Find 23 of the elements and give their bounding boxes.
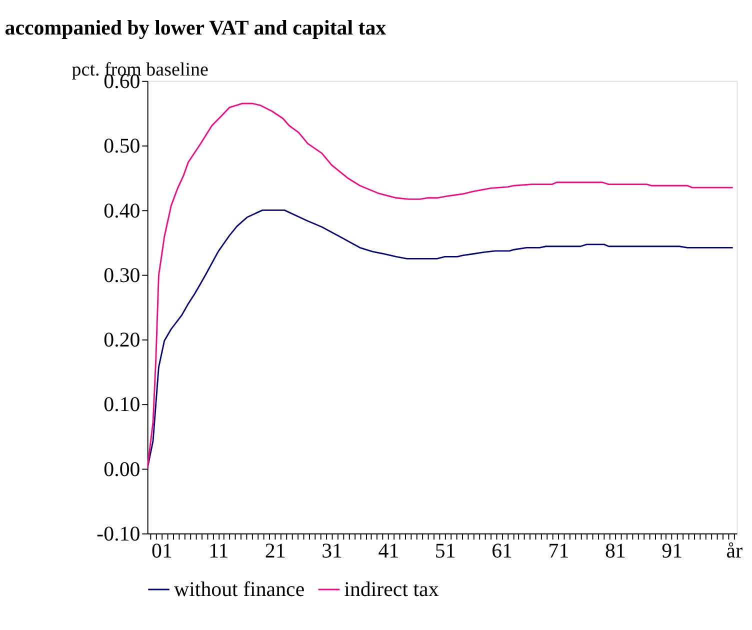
y-tick-label: 0.50 [104, 134, 140, 158]
line-series [147, 102, 734, 470]
x-tick-label: 51 [434, 538, 456, 563]
x-tick-label: 81 [604, 538, 626, 563]
x-tick-label: 61 [492, 538, 513, 563]
x-tick-label: 21 [264, 538, 286, 563]
y-tick-label: 0.30 [104, 262, 140, 287]
x-tick-label: 01 [152, 538, 172, 563]
x-tick-label: 41 [378, 538, 400, 563]
legend-label: indirect tax [344, 577, 440, 602]
legend-label: without finance [174, 577, 305, 602]
x-tick-label: år [726, 538, 743, 563]
y-tick-label: 0.10 [104, 392, 140, 416]
x-tick-label: 71 [548, 538, 570, 563]
chart-title: accompanied by lower VAT and capital tax [4, 15, 387, 40]
x-tick-label: 91 [662, 538, 683, 563]
y-tick-label: 0.20 [104, 328, 140, 352]
y-tick-label: -0.10 [96, 522, 140, 546]
x-tick-label: 11 [208, 538, 229, 563]
x-tick-label: 31 [322, 538, 342, 563]
y-tick-label: 0.00 [104, 456, 140, 481]
line-series [147, 209, 734, 470]
y-tick-label: 0.40 [104, 198, 140, 222]
